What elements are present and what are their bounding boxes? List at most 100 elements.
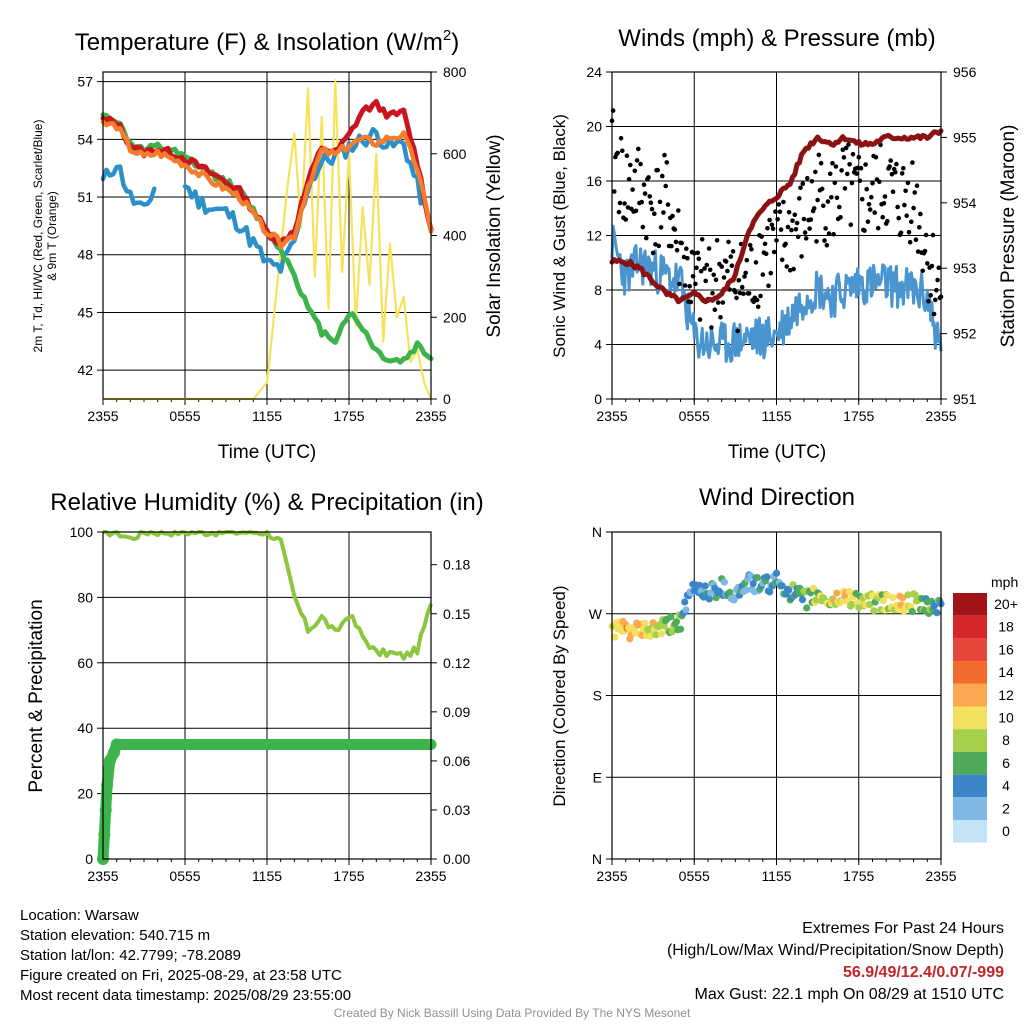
legend-swatch bbox=[953, 593, 987, 616]
plot-border bbox=[102, 531, 432, 860]
y-tick-label: 80 bbox=[77, 589, 93, 605]
y-tick-label: E bbox=[593, 769, 602, 785]
gust-point bbox=[687, 284, 692, 289]
gust-point bbox=[928, 292, 933, 298]
gust-point bbox=[703, 278, 708, 284]
gust-point bbox=[870, 181, 875, 186]
gust-point bbox=[930, 232, 936, 238]
x-tick-label: 1755 bbox=[333, 868, 364, 884]
gust-point bbox=[652, 211, 657, 216]
gust-point bbox=[797, 196, 802, 201]
legend-label: 0 bbox=[1002, 823, 1010, 839]
gust-point bbox=[837, 204, 842, 210]
direction-point bbox=[676, 625, 685, 633]
gust-point bbox=[909, 219, 914, 225]
gust-point bbox=[807, 226, 812, 231]
legend-label: 16 bbox=[998, 641, 1014, 657]
gust-point bbox=[872, 210, 877, 215]
direction-point bbox=[696, 581, 704, 590]
gust-point bbox=[615, 150, 620, 156]
x-tick-label: 1155 bbox=[761, 408, 791, 424]
y-tick-label: 45 bbox=[77, 304, 93, 320]
gust-point bbox=[904, 213, 909, 218]
y-tick-label: 4 bbox=[594, 337, 602, 353]
gust-point bbox=[888, 158, 893, 163]
gust-point bbox=[856, 154, 862, 160]
direction-point bbox=[753, 574, 761, 582]
gust-point bbox=[639, 199, 644, 205]
gust-point bbox=[931, 311, 937, 317]
direction-point bbox=[766, 588, 774, 596]
gust-point bbox=[880, 214, 885, 220]
gust-point bbox=[785, 224, 791, 230]
x-tick-label: 1755 bbox=[843, 868, 874, 884]
gust-point bbox=[901, 165, 906, 171]
gust-point bbox=[903, 188, 908, 194]
y-tick-label: 100 bbox=[70, 524, 94, 540]
gust-point bbox=[840, 147, 846, 153]
gust-point bbox=[670, 213, 675, 219]
gust-point bbox=[827, 171, 833, 177]
gust-point bbox=[918, 211, 923, 217]
gust-point bbox=[682, 283, 688, 288]
gust-point bbox=[642, 191, 648, 196]
gust-point bbox=[926, 298, 931, 304]
gust-point bbox=[936, 265, 941, 271]
gust-point bbox=[763, 251, 769, 257]
x-tick-label: 2355 bbox=[415, 868, 446, 884]
gust-point bbox=[800, 181, 806, 186]
direction-point bbox=[672, 618, 681, 626]
gust-point bbox=[661, 210, 666, 215]
direction-point bbox=[798, 596, 807, 604]
gust-point bbox=[655, 167, 660, 173]
gust-point bbox=[848, 222, 854, 227]
gust-point bbox=[833, 164, 839, 169]
gust-point bbox=[618, 136, 624, 141]
y2-tick-label: 955 bbox=[953, 129, 977, 145]
gust-point bbox=[648, 200, 654, 205]
gust-point bbox=[692, 251, 697, 256]
gust-point bbox=[664, 160, 670, 165]
gust-point bbox=[925, 261, 930, 266]
gust-point bbox=[636, 146, 641, 152]
direction-point bbox=[749, 580, 757, 588]
y2-tick-label: 954 bbox=[953, 195, 977, 211]
gust-point bbox=[799, 254, 804, 259]
precip-point bbox=[99, 803, 112, 816]
gust-point bbox=[824, 243, 830, 248]
gust-point bbox=[893, 169, 898, 175]
gust-point bbox=[846, 142, 851, 147]
x-tick-label: 2355 bbox=[925, 868, 956, 884]
gust-point bbox=[779, 257, 785, 263]
gust-point bbox=[826, 231, 832, 236]
gust-point bbox=[715, 300, 721, 305]
gust-point bbox=[617, 200, 623, 206]
gust-point bbox=[624, 153, 630, 158]
y-tick-label: 54 bbox=[77, 131, 93, 147]
x-tick-label: 1755 bbox=[843, 408, 874, 424]
gust-point bbox=[803, 236, 809, 241]
gust-point bbox=[707, 267, 713, 273]
gust-point bbox=[898, 230, 904, 236]
gust-point bbox=[616, 209, 622, 215]
y2-axis-label: Solar Insolation (Yellow) bbox=[484, 134, 505, 337]
series-sonic-wind bbox=[610, 224, 943, 363]
direction-point bbox=[667, 613, 675, 621]
gust-point bbox=[747, 242, 753, 248]
x-tick-label: 2355 bbox=[925, 408, 956, 424]
gust-point bbox=[749, 246, 754, 252]
gust-point bbox=[905, 180, 911, 186]
direction-point bbox=[701, 582, 709, 590]
gust-point bbox=[755, 304, 761, 310]
gust-point bbox=[769, 222, 775, 228]
gust-point bbox=[766, 283, 771, 289]
direction-point bbox=[705, 595, 713, 603]
gust-point bbox=[845, 171, 850, 177]
gust-point bbox=[633, 208, 639, 214]
y-tick-label: 8 bbox=[594, 282, 602, 298]
legend-swatch bbox=[953, 638, 987, 662]
station-latlon: Station lat/lon: 42.7799; -78.2089 bbox=[20, 947, 242, 964]
direction-point bbox=[883, 591, 892, 599]
gust-point bbox=[702, 266, 707, 271]
